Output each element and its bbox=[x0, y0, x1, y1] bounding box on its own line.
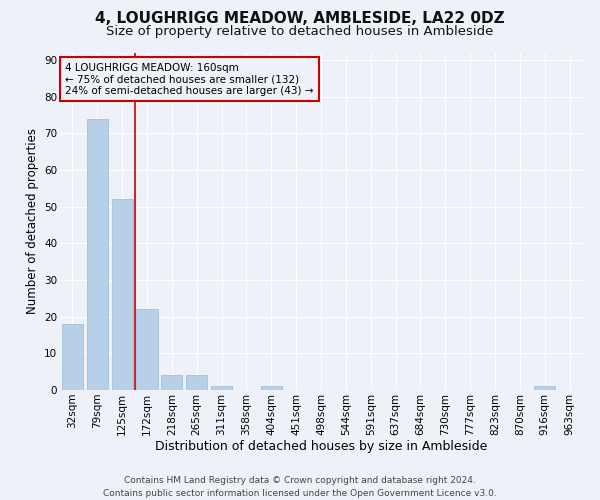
Bar bbox=[186, 376, 207, 390]
Bar bbox=[534, 386, 555, 390]
Bar bbox=[62, 324, 83, 390]
Bar bbox=[87, 118, 108, 390]
Bar bbox=[161, 376, 182, 390]
X-axis label: Distribution of detached houses by size in Ambleside: Distribution of detached houses by size … bbox=[155, 440, 487, 454]
Bar bbox=[136, 310, 158, 390]
Bar bbox=[112, 199, 133, 390]
Text: Contains HM Land Registry data © Crown copyright and database right 2024.
Contai: Contains HM Land Registry data © Crown c… bbox=[103, 476, 497, 498]
Text: Size of property relative to detached houses in Ambleside: Size of property relative to detached ho… bbox=[106, 25, 494, 38]
Text: 4 LOUGHRIGG MEADOW: 160sqm
← 75% of detached houses are smaller (132)
24% of sem: 4 LOUGHRIGG MEADOW: 160sqm ← 75% of deta… bbox=[65, 62, 314, 96]
Bar bbox=[261, 386, 282, 390]
Y-axis label: Number of detached properties: Number of detached properties bbox=[26, 128, 38, 314]
Bar bbox=[211, 386, 232, 390]
Text: 4, LOUGHRIGG MEADOW, AMBLESIDE, LA22 0DZ: 4, LOUGHRIGG MEADOW, AMBLESIDE, LA22 0DZ bbox=[95, 11, 505, 26]
